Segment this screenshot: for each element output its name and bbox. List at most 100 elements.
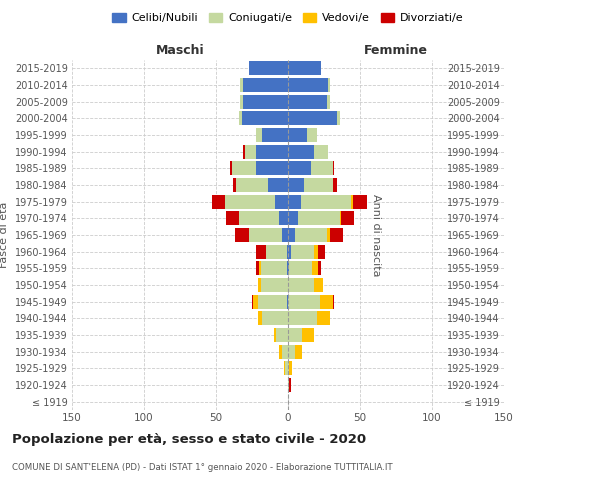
Bar [256,244,266,259]
Bar [328,78,330,92]
Bar [280,211,288,226]
Bar [291,244,314,259]
Bar [288,244,291,259]
Bar [288,311,317,326]
Bar [318,244,325,259]
Bar [239,112,242,126]
Bar [287,244,288,259]
Bar [287,294,288,308]
Bar [260,261,287,276]
Bar [239,211,280,226]
Bar [352,194,353,209]
Bar [256,261,259,276]
Bar [317,311,330,326]
Bar [256,162,288,175]
Bar [330,228,343,242]
Bar [313,261,318,276]
Bar [249,62,288,76]
Text: Femmine: Femmine [364,44,428,57]
Bar [288,94,327,109]
Bar [253,294,258,308]
Bar [241,94,244,109]
Bar [224,194,275,209]
Y-axis label: Fasce di età: Fasce di età [0,202,10,268]
Bar [289,378,291,392]
Bar [260,278,288,292]
Bar [288,144,314,159]
Bar [268,178,288,192]
Bar [298,211,340,226]
Y-axis label: Anni di nascita: Anni di nascita [371,194,380,276]
Bar [232,162,256,175]
Bar [332,178,337,192]
Bar [266,244,287,259]
Bar [288,128,307,142]
Bar [288,228,295,242]
Bar [327,228,330,242]
Bar [288,162,311,175]
Bar [314,244,318,259]
Bar [226,211,239,226]
Bar [353,194,367,209]
Bar [262,128,288,142]
Bar [289,261,313,276]
Bar [244,78,288,92]
Bar [288,328,302,342]
Bar [288,261,289,276]
Bar [282,228,288,242]
Bar [288,178,304,192]
Bar [282,344,288,359]
Bar [233,178,236,192]
Bar [320,294,332,308]
Bar [258,311,262,326]
Bar [230,162,232,175]
Bar [288,194,301,209]
Bar [341,211,354,226]
Bar [302,328,314,342]
Bar [256,128,262,142]
Bar [287,261,288,276]
Bar [311,162,332,175]
Bar [288,278,314,292]
Bar [288,112,337,126]
Bar [274,328,277,342]
Bar [275,194,288,209]
Text: Popolazione per età, sesso e stato civile - 2020: Popolazione per età, sesso e stato civil… [12,432,366,446]
Bar [332,162,334,175]
Bar [288,378,289,392]
Bar [259,261,260,276]
Bar [288,361,289,376]
Bar [280,344,282,359]
Bar [236,178,268,192]
Bar [318,261,321,276]
Bar [337,112,340,126]
Bar [244,144,245,159]
Legend: Celibi/Nubili, Coniugati/e, Vedovi/e, Divorziati/e: Celibi/Nubili, Coniugati/e, Vedovi/e, Di… [108,8,468,28]
Bar [327,94,330,109]
Bar [241,78,244,92]
Bar [262,311,288,326]
Bar [258,278,260,292]
Bar [295,228,327,242]
Bar [301,194,352,209]
Bar [314,278,323,292]
Bar [340,211,341,226]
Text: COMUNE DI SANT'ELENA (PD) - Dati ISTAT 1° gennaio 2020 - Elaborazione TUTTITALIA: COMUNE DI SANT'ELENA (PD) - Dati ISTAT 1… [12,463,392,472]
Bar [284,361,285,376]
Text: Maschi: Maschi [155,44,205,57]
Bar [288,62,321,76]
Bar [304,178,332,192]
Bar [314,144,328,159]
Bar [212,194,224,209]
Bar [277,328,288,342]
Bar [244,94,288,109]
Bar [258,294,287,308]
Bar [289,361,292,376]
Bar [288,211,298,226]
Bar [288,344,295,359]
Bar [249,228,282,242]
Bar [288,294,320,308]
Bar [242,112,288,126]
Bar [295,344,302,359]
Bar [288,78,328,92]
